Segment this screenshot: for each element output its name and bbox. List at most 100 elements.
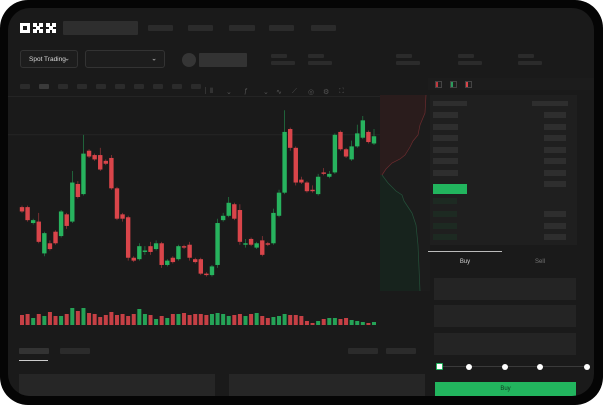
volume-bar — [299, 316, 304, 325]
amount-slider[interactable] — [436, 363, 590, 370]
tab-buy[interactable]: Buy — [459, 259, 471, 265]
volume-bar — [282, 314, 287, 325]
timeframe-button[interactable] — [115, 84, 125, 89]
settings-icon[interactable]: ⚙ — [323, 89, 330, 96]
tab-order-history[interactable] — [60, 348, 90, 354]
timeframe-button[interactable] — [77, 84, 87, 89]
ask-total — [544, 170, 566, 176]
candle-down — [265, 243, 271, 245]
volume-bar — [159, 316, 164, 325]
timeframe-button[interactable] — [172, 84, 182, 89]
timeframe-button[interactable] — [39, 84, 49, 89]
chevron-down-icon: ⌄ — [151, 55, 157, 63]
chevron-down-icon[interactable]: ⌄ — [226, 89, 232, 96]
candle-up — [215, 223, 220, 265]
candlestick-chart[interactable] — [8, 8, 428, 338]
stat-value — [396, 61, 420, 65]
search-placeholder[interactable] — [63, 21, 138, 35]
market-type-label: Spot Trading — [29, 55, 66, 63]
candle-down — [19, 207, 25, 212]
volume-bar — [232, 315, 237, 325]
nav-item[interactable] — [148, 25, 173, 31]
active-tab-underline — [19, 360, 48, 361]
slider-handle[interactable] — [436, 363, 443, 370]
amount-input[interactable] — [434, 305, 576, 327]
depth-asks-area — [380, 95, 426, 175]
orderbook-asks-icon[interactable] — [465, 81, 472, 88]
pair-select[interactable]: ⌄ — [85, 50, 165, 68]
indicator-icon[interactable]: ƒ — [244, 88, 248, 95]
orderbook-bids-icon[interactable] — [450, 81, 457, 88]
ask-total — [544, 112, 566, 118]
ask-total — [544, 158, 566, 164]
depth-bids-area — [380, 175, 420, 291]
bid-total — [544, 211, 566, 217]
candle-down — [36, 221, 41, 242]
volume-bar — [126, 316, 131, 325]
volume-bar — [42, 316, 47, 325]
nav-item[interactable] — [188, 25, 213, 31]
slider-tick-100[interactable] — [584, 363, 590, 370]
buy-button[interactable]: Buy — [435, 382, 576, 396]
volume-bar — [237, 314, 242, 325]
stat-value — [308, 61, 332, 65]
nav-item[interactable] — [269, 25, 294, 31]
nav-item[interactable] — [311, 25, 336, 31]
volume-bar — [209, 314, 214, 325]
candle-up — [349, 146, 354, 160]
timeframe-button[interactable] — [58, 84, 68, 89]
coin-avatar — [182, 53, 196, 67]
filter-button[interactable] — [348, 348, 378, 354]
volume-bar — [198, 314, 203, 325]
candle-down — [86, 150, 92, 157]
tab-open-orders[interactable] — [19, 348, 49, 354]
total-input[interactable] — [434, 333, 576, 355]
candle-up — [282, 131, 287, 193]
volume-bar — [310, 323, 315, 325]
timeframe-button[interactable] — [96, 84, 106, 89]
stat-value — [271, 61, 295, 65]
timeframe-button[interactable] — [191, 84, 201, 89]
volume-bar — [64, 314, 69, 325]
candle-up — [254, 243, 259, 248]
candle-down — [125, 217, 131, 258]
chevron-down-icon[interactable]: ⌄ — [263, 89, 269, 96]
ask-price — [433, 124, 458, 130]
fullscreen-icon[interactable]: ⛶ — [339, 88, 344, 95]
camera-icon[interactable]: ◎ — [308, 89, 315, 96]
slider-tick-75[interactable] — [537, 363, 543, 370]
candle-up — [58, 211, 64, 237]
candle-down — [75, 183, 81, 197]
candle-type-icon[interactable]: ⫴ — [210, 88, 213, 95]
orderbook-both-icon[interactable] — [435, 81, 442, 88]
slider-tick-25[interactable] — [466, 363, 472, 370]
volume-bar — [304, 321, 309, 325]
market-type-select[interactable]: Spot Trading ⌄ — [20, 50, 78, 68]
volume-bar — [31, 318, 36, 325]
stat-label — [518, 54, 534, 58]
volume-bar — [137, 309, 142, 325]
volume-bar — [249, 314, 254, 325]
candle-up — [42, 233, 47, 254]
slider-tick-50[interactable] — [502, 363, 508, 370]
timeframe-button[interactable] — [20, 84, 30, 89]
timeframe-button[interactable] — [153, 84, 163, 89]
draw-line-icon[interactable]: ∿ — [276, 89, 282, 96]
app-screen: Spot Trading ⌄ ⌄ ⫴ ⌄ ƒ ⌄ ∿ ⟋ ◎ ⚙ ⛶ Buy S… — [8, 8, 594, 396]
nav-item[interactable] — [229, 25, 255, 31]
price-input[interactable] — [434, 278, 576, 300]
candle-up — [70, 182, 75, 222]
volume-bar — [59, 316, 64, 325]
assets-panel — [229, 374, 425, 396]
candle-up — [226, 202, 231, 216]
volume-bar — [36, 314, 41, 325]
filter-button[interactable] — [386, 348, 416, 354]
candle-up — [332, 134, 338, 173]
tab-sell[interactable]: Sell — [534, 259, 545, 265]
ruler-icon[interactable]: ⟋ — [292, 88, 297, 95]
candle-down — [193, 259, 198, 263]
candle-down — [114, 188, 120, 219]
candle-down — [204, 273, 209, 276]
bid-price — [433, 234, 457, 240]
timeframe-button[interactable] — [134, 84, 144, 89]
